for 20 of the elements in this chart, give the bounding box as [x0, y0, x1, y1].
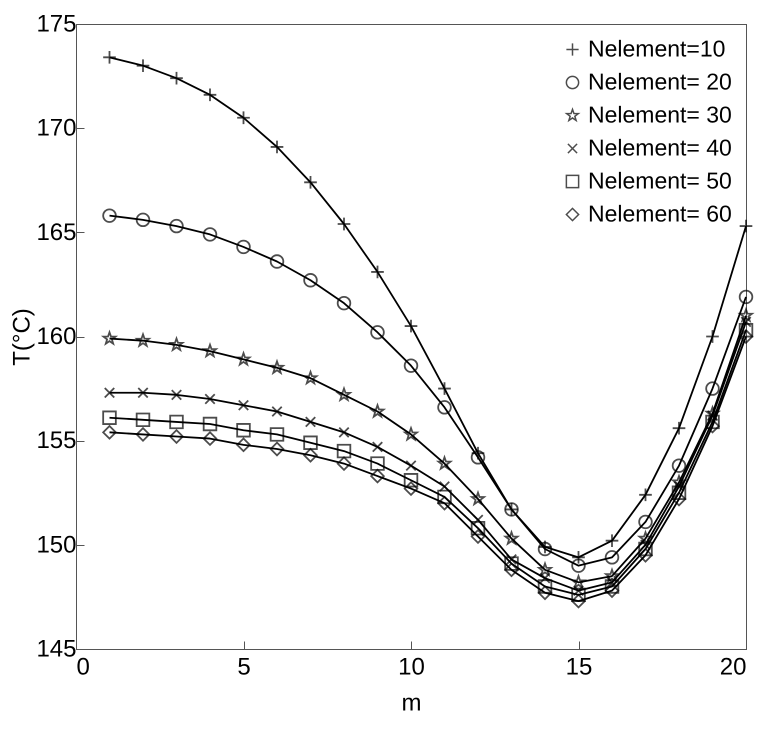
x-tick-label: 10 [398, 654, 425, 680]
y-tick-label: 165 [36, 218, 76, 246]
y-tick-label: 175 [36, 10, 76, 38]
y-tick-label: 160 [36, 323, 76, 350]
y-tick-label: 155 [36, 427, 76, 454]
legend-label: Nelement= 50 [588, 168, 732, 194]
legend-label: Nelement=10 [588, 36, 726, 62]
y-tick-label: 150 [36, 531, 76, 558]
x-tick-label: 15 [566, 654, 592, 680]
legend-label: Nelement= 40 [588, 134, 732, 160]
x-tick-label: 5 [237, 654, 251, 680]
x-tick-label: 0 [76, 654, 90, 680]
y-axis-title: T(°C) [8, 308, 36, 366]
legend-label: Nelement= 60 [588, 200, 732, 226]
y-tick-label: 145 [36, 636, 76, 662]
y-tick-label: 170 [36, 114, 76, 142]
legend-label: Nelement= 20 [588, 68, 732, 94]
legend-label: Nelement= 30 [588, 102, 732, 128]
x-axis-title: m [402, 690, 422, 716]
x-tick-label: 20 [720, 654, 746, 680]
